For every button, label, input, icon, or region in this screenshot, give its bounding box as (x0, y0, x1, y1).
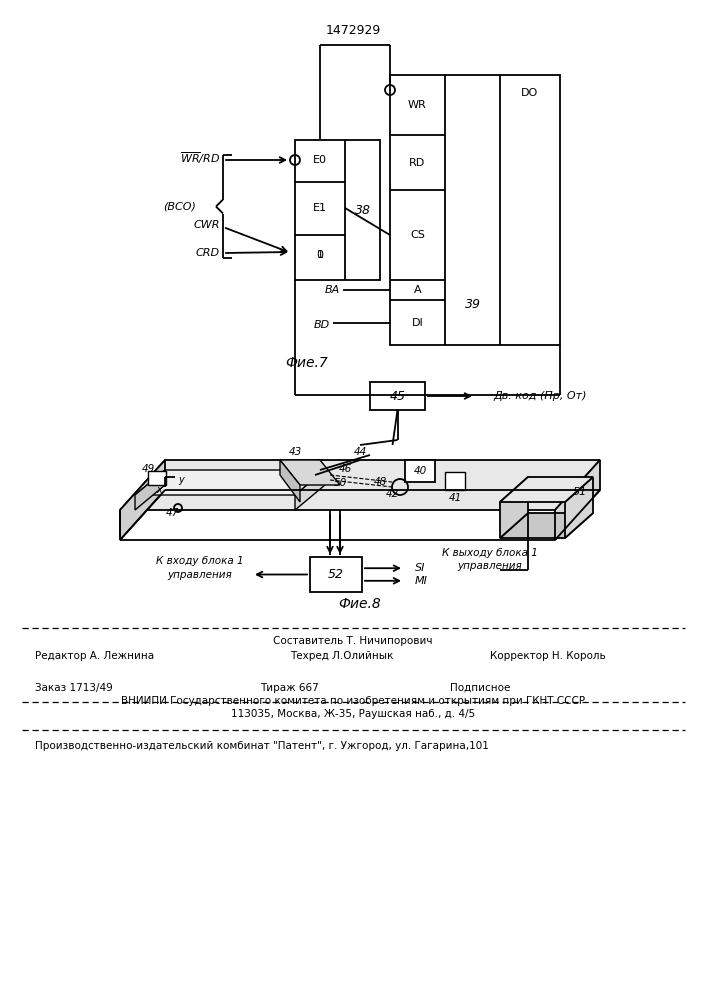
Text: К входу блока 1: К входу блока 1 (156, 556, 244, 566)
Text: 1: 1 (317, 250, 324, 260)
Polygon shape (500, 513, 593, 538)
Bar (310, 557, 362, 592)
Polygon shape (280, 460, 300, 502)
Text: 50: 50 (334, 478, 346, 488)
Polygon shape (135, 470, 325, 495)
Polygon shape (135, 470, 165, 510)
Text: A: A (414, 285, 421, 295)
Text: 41: 41 (448, 493, 462, 503)
Polygon shape (280, 460, 340, 485)
Text: 48: 48 (373, 477, 387, 487)
Text: SI: SI (415, 563, 426, 573)
Polygon shape (295, 470, 325, 510)
Polygon shape (555, 460, 600, 540)
Text: Составитель Т. Ничипорович: Составитель Т. Ничипорович (273, 636, 433, 646)
Text: Техред Л.Олийнык: Техред Л.Олийнык (290, 651, 393, 661)
Text: 51: 51 (573, 487, 587, 497)
Text: 113035, Москва, Ж-35, Раушская наб., д. 4/5: 113035, Москва, Ж-35, Раушская наб., д. … (231, 709, 475, 719)
Text: CS: CS (410, 230, 425, 240)
Text: 0: 0 (317, 250, 324, 260)
Text: $\overline{WR}$/RD: $\overline{WR}$/RD (180, 150, 220, 166)
Polygon shape (500, 477, 593, 502)
Text: y: y (178, 475, 184, 485)
Text: Корректор Н. Король: Корректор Н. Король (490, 651, 606, 661)
Text: 40: 40 (414, 466, 426, 476)
Text: (BCO): (BCO) (163, 202, 197, 212)
Text: 38: 38 (355, 204, 371, 217)
Text: 42: 42 (385, 489, 399, 499)
Polygon shape (120, 460, 165, 540)
Text: ВНИИПИ Государственного комитета по изобретениям и открытиям при ГКНТ СССР: ВНИИПИ Государственного комитета по изоб… (121, 696, 585, 706)
Text: DI: DI (411, 318, 423, 328)
Text: CWR: CWR (194, 220, 220, 230)
Bar (370, 382, 425, 410)
Bar (390, 75, 560, 345)
Text: К выходу блока 1: К выходу блока 1 (442, 548, 538, 558)
Text: Заказ 1713/49: Заказ 1713/49 (35, 683, 112, 693)
Text: x: x (156, 485, 162, 495)
Text: BD: BD (314, 320, 330, 330)
Bar (445, 472, 465, 490)
Text: 52: 52 (328, 568, 344, 581)
Text: 46: 46 (339, 464, 351, 474)
Text: WR: WR (408, 100, 427, 110)
Polygon shape (500, 477, 528, 538)
Text: Фие.7: Фие.7 (285, 356, 328, 370)
Text: Фие.8: Фие.8 (339, 597, 381, 611)
Bar (295, 140, 380, 280)
Text: RD: RD (409, 157, 426, 167)
Text: 47: 47 (165, 508, 179, 518)
Bar (405, 460, 435, 482)
Text: 44: 44 (354, 447, 367, 457)
Text: MI: MI (415, 576, 428, 586)
Text: 45: 45 (390, 389, 406, 402)
Polygon shape (120, 460, 600, 510)
Text: Подписное: Подписное (450, 683, 510, 693)
Text: 49: 49 (141, 464, 155, 474)
Text: Дв. код (Пр, От): Дв. код (Пр, От) (493, 391, 587, 401)
Text: CRD: CRD (196, 248, 220, 258)
Text: DO: DO (521, 88, 539, 98)
Polygon shape (565, 477, 593, 538)
Text: 39: 39 (464, 298, 481, 312)
Bar (148, 471, 166, 485)
Text: BA: BA (325, 285, 340, 295)
Text: управления: управления (457, 561, 522, 571)
Text: 1472929: 1472929 (325, 23, 380, 36)
Text: Производственно-издательский комбинат "Патент", г. Ужгород, ул. Гагарина,101: Производственно-издательский комбинат "П… (35, 741, 489, 751)
Text: 43: 43 (288, 447, 302, 457)
Text: Тираж 667: Тираж 667 (260, 683, 319, 693)
Text: управления: управления (168, 570, 233, 580)
Text: Редактор А. Лежнина: Редактор А. Лежнина (35, 651, 154, 661)
Text: E1: E1 (313, 203, 327, 213)
Text: E0: E0 (313, 155, 327, 165)
